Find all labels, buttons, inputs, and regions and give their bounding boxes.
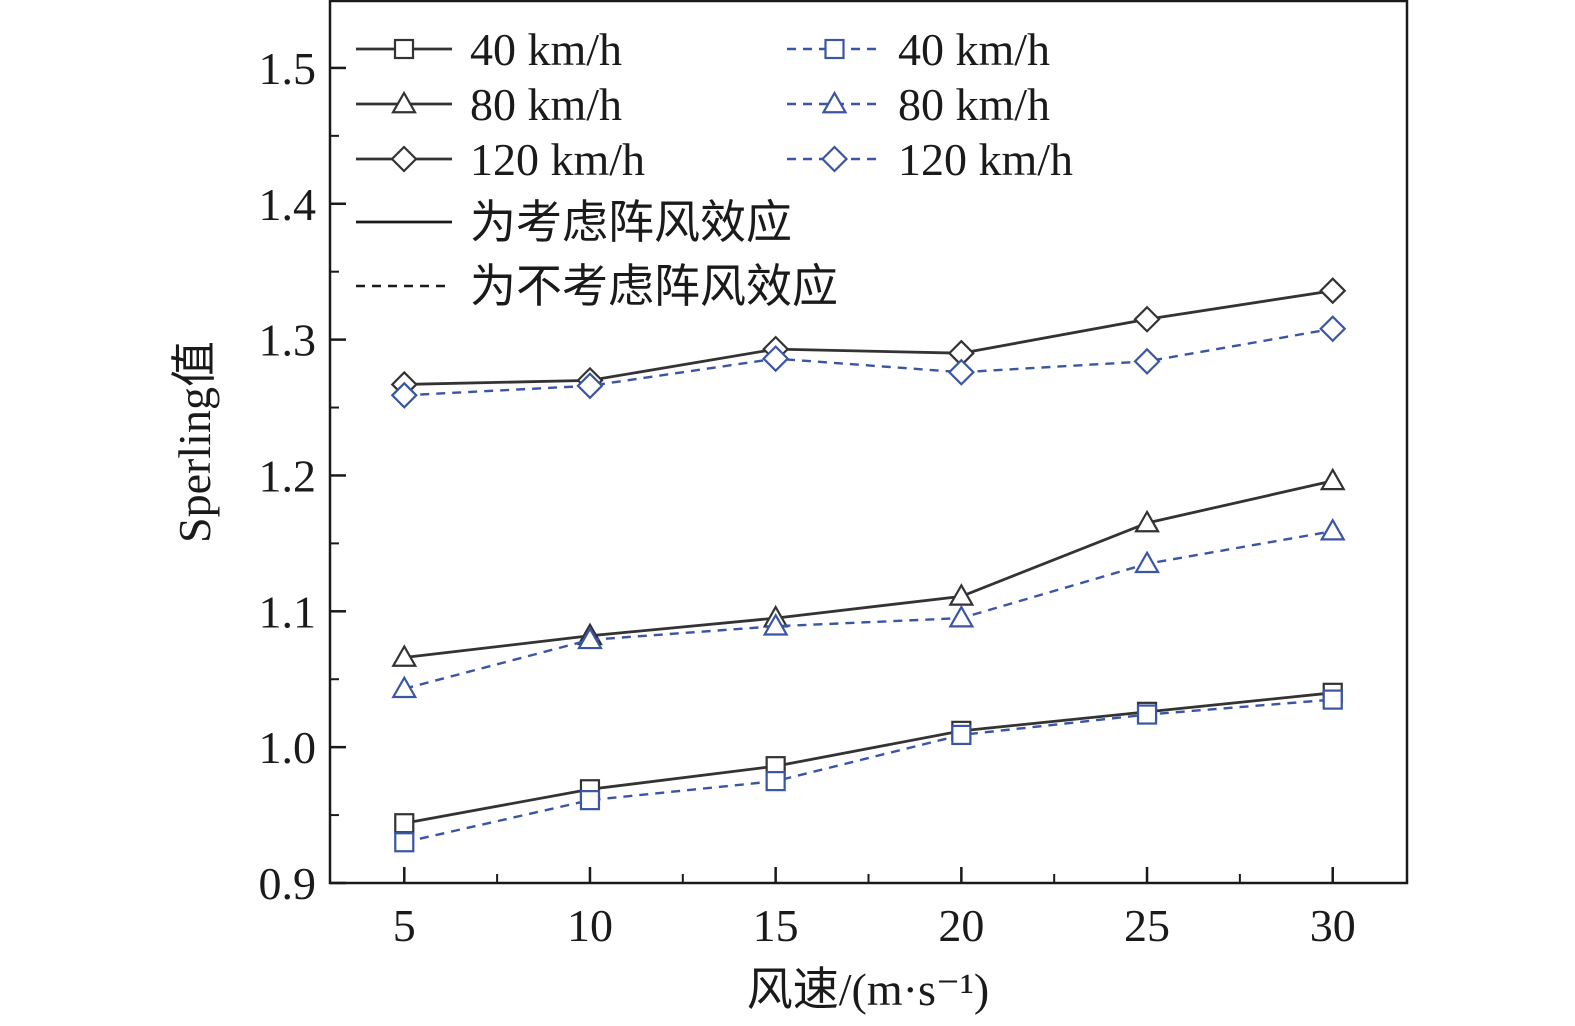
series-layer: [390, 277, 1347, 853]
data-point: [762, 345, 790, 373]
legend-label: 120 km/h: [470, 134, 645, 185]
series-line: [403, 529, 1333, 690]
data-point: [394, 813, 415, 834]
data-point: [579, 790, 601, 811]
y-tick-label: 1.5: [259, 43, 317, 94]
y-tick-label: 1.3: [259, 315, 317, 366]
legend-marker: [390, 145, 418, 173]
series-line: [404, 698, 1333, 844]
data-point: [576, 372, 604, 400]
y-tick-label: 1.2: [259, 450, 317, 501]
legend-marker: [824, 38, 845, 60]
data-point: [1136, 704, 1158, 725]
legend-marker: [391, 90, 417, 114]
data-point: [390, 381, 418, 409]
y-tick-label: 0.9: [259, 858, 317, 909]
data-point: [1319, 315, 1347, 343]
legend-note-label: 为考虑阵风效应: [470, 197, 792, 248]
data-point: [948, 583, 975, 606]
axes: 5 10 15 20 25 30 0.9 1.0 1.1 1.2 1.3 1.4 1.5: [259, 0, 1409, 951]
data-point: [391, 675, 418, 699]
x-tick-label: 30: [1310, 900, 1356, 951]
legend-note-label: 为不考虑阵风效应: [470, 261, 838, 312]
data-point: [1319, 517, 1346, 541]
x-tick-label: 15: [753, 900, 799, 951]
data-point: [951, 724, 972, 746]
x-tick-label: 10: [567, 900, 613, 951]
legend-label: 40 km/h: [898, 24, 1050, 75]
series-no-gust-square: [394, 689, 1343, 853]
data-point: [577, 626, 603, 650]
legend-label: 80 km/h: [898, 79, 1050, 130]
legend-label: 80 km/h: [470, 79, 622, 130]
y-axis-title: Sperling值: [169, 341, 220, 543]
data-point: [1134, 550, 1160, 574]
series-no-gust-diamond: [390, 315, 1347, 409]
series-gust-triangle: [391, 467, 1346, 667]
series-line: [404, 691, 1333, 825]
series-no-gust-triangle: [391, 517, 1346, 699]
data-point: [762, 613, 789, 636]
legend-marker: [820, 145, 849, 173]
legend-label: 120 km/h: [898, 134, 1073, 185]
series-line: [404, 289, 1333, 386]
legend-marker: [821, 90, 848, 114]
series-line: [404, 327, 1333, 397]
x-axis-title: 风速/(m·s⁻¹): [747, 964, 990, 1015]
legend-label: 40 km/h: [470, 24, 622, 75]
data-point: [1134, 509, 1160, 533]
data-point: [1319, 467, 1346, 491]
data-point: [1322, 689, 1343, 710]
x-tick-label: 20: [938, 900, 984, 951]
y-tick-label: 1.0: [259, 722, 317, 773]
y-tick-label: 1.4: [259, 179, 317, 230]
data-point: [1133, 305, 1161, 333]
data-point: [947, 358, 975, 386]
x-tick-label: 25: [1124, 900, 1170, 951]
data-point: [1133, 347, 1161, 375]
data-point: [948, 604, 975, 628]
x-tick-label: 5: [393, 900, 416, 951]
data-point: [394, 832, 415, 853]
data-point: [765, 771, 786, 792]
data-point: [391, 644, 418, 667]
legend-marker: [393, 38, 415, 60]
series-line: [404, 479, 1334, 659]
data-point: [1319, 277, 1347, 305]
y-tick-label: 1.1: [259, 586, 317, 637]
